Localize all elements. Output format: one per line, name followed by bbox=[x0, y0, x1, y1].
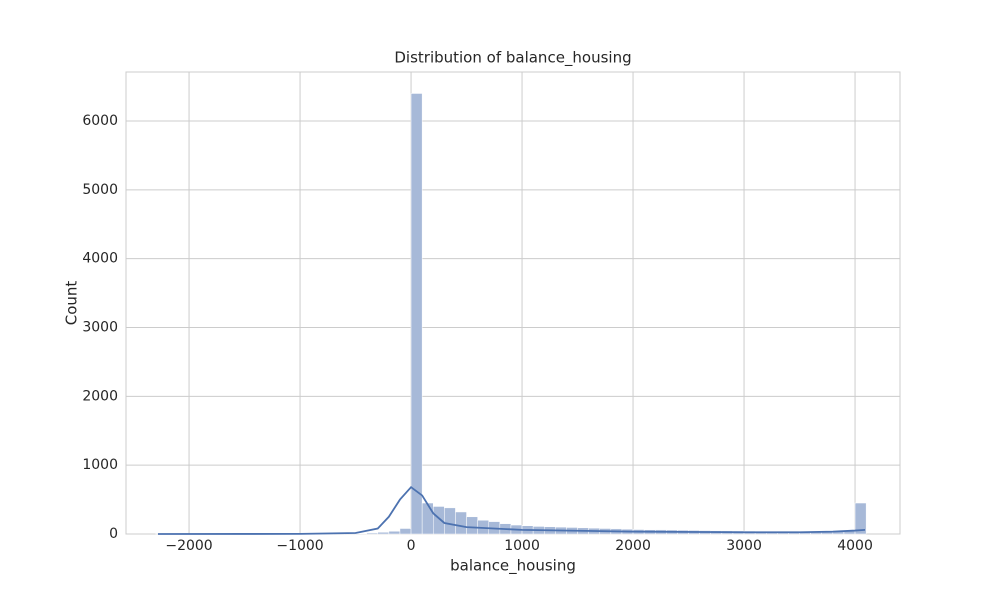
y-tick-label: 3000 bbox=[82, 320, 118, 336]
histogram-bar bbox=[367, 533, 378, 534]
histogram-bar bbox=[378, 532, 389, 534]
y-tick-label: 1000 bbox=[82, 457, 118, 473]
x-tick-label: 4000 bbox=[837, 538, 873, 554]
x-tick-label: 1000 bbox=[504, 538, 540, 554]
y-tick-label: 4000 bbox=[82, 251, 118, 267]
histogram-bar bbox=[389, 531, 400, 534]
x-tick-label: 0 bbox=[407, 538, 416, 554]
histogram-bar bbox=[444, 508, 455, 534]
y-tick-label: 5000 bbox=[82, 182, 118, 198]
y-tick-label: 6000 bbox=[82, 113, 118, 129]
y-tick-label: 2000 bbox=[82, 388, 118, 404]
chart-title: Distribution of balance_housing bbox=[394, 49, 631, 68]
histogram-bar bbox=[455, 512, 466, 534]
histogram-bar bbox=[467, 517, 478, 534]
x-tick-label: 2000 bbox=[615, 538, 651, 554]
x-tick-label: 3000 bbox=[726, 538, 762, 554]
x-tick-label: −2000 bbox=[165, 538, 212, 554]
histogram-bar bbox=[411, 93, 422, 534]
histogram-bar bbox=[400, 528, 411, 534]
y-axis-label: Count bbox=[63, 281, 81, 326]
x-axis-label: balance_housing bbox=[450, 557, 576, 576]
y-tick-label: 0 bbox=[109, 526, 118, 542]
histogram-bar bbox=[422, 503, 433, 534]
x-tick-label: −1000 bbox=[276, 538, 323, 554]
histogram-bar bbox=[433, 506, 444, 534]
